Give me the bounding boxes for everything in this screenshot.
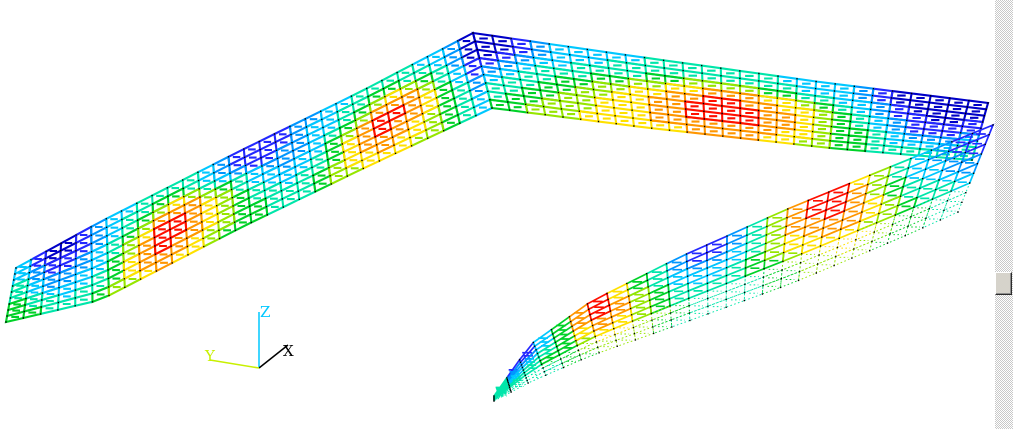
vertical-scrollbar[interactable] xyxy=(995,0,1013,429)
axis-line-x xyxy=(258,344,289,369)
mesh-cells xyxy=(574,165,902,347)
mesh-leg-left xyxy=(4,31,494,324)
axis-triad: Z X Y xyxy=(204,303,294,369)
mesh-cells xyxy=(7,63,478,316)
mesh-cells xyxy=(572,173,885,342)
axis-line-y xyxy=(209,359,260,369)
axis-label-z: Z xyxy=(260,303,270,321)
mesh-cells xyxy=(568,183,869,333)
mesh-leg-top xyxy=(471,31,990,162)
mesh-cells xyxy=(493,182,971,402)
mesh-cells xyxy=(482,42,979,154)
axis-label-x: X xyxy=(283,342,294,360)
mesh-leg-right xyxy=(493,123,995,402)
axis-label-y: Y xyxy=(204,347,216,365)
scrollbar-thumb[interactable] xyxy=(995,272,1012,295)
mesh-node-dots xyxy=(5,32,493,323)
